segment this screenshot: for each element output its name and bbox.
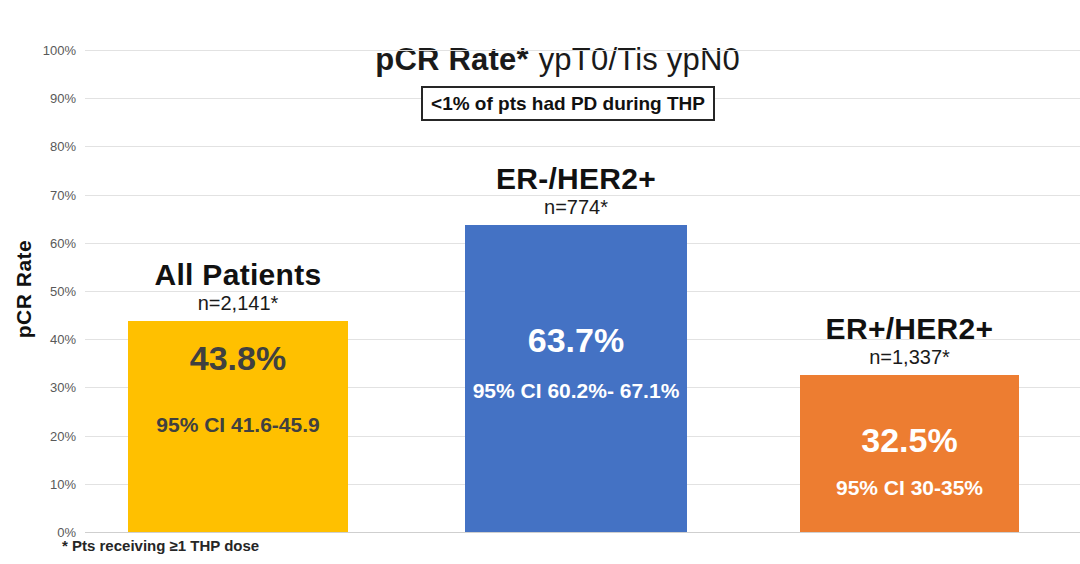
bar-ci-label: 95% CI 60.2%- 67.1%: [455, 379, 697, 403]
bar-header-ER+/HER2+: ER+/HER2+n=1,337*: [750, 312, 1070, 370]
y-tick-10%: 10%: [0, 478, 76, 491]
n-label: n=1,337*: [750, 345, 1070, 370]
y-tick-100%: 100%: [0, 44, 76, 57]
gridline-80%: [85, 146, 1080, 147]
bar-ci-label: 95% CI 41.6-45.9: [118, 413, 358, 437]
plot-area: 0%10%20%30%40%50%60%70%80%90%100%43.8%95…: [0, 0, 1080, 564]
bar-All Patients[interactable]: 43.8%95% CI 41.6-45.9: [128, 321, 348, 532]
y-tick-80%: 80%: [0, 140, 76, 153]
footnote: * Pts receiving ≥1 THP dose: [62, 537, 259, 554]
y-tick-70%: 70%: [0, 189, 76, 202]
chart-container: pCR Rate*ypT0/Tis ypN0 pCR Rate 0%10%20%…: [0, 0, 1080, 564]
bar-header-ER-/HER2+: ER-/HER2+n=774*: [416, 162, 736, 220]
y-tick-60%: 60%: [0, 237, 76, 250]
n-label: n=2,141*: [78, 291, 398, 316]
y-tick-20%: 20%: [0, 430, 76, 443]
category-label: ER-/HER2+: [416, 162, 736, 195]
y-tick-90%: 90%: [0, 92, 76, 105]
y-tick-40%: 40%: [0, 333, 76, 346]
n-label: n=774*: [416, 195, 736, 220]
bar-ci-label: 95% CI 30-35%: [790, 476, 1029, 500]
gridline-0%: [85, 532, 1080, 533]
category-label: All Patients: [78, 258, 398, 291]
bar-ER+/HER2+[interactable]: 32.5%95% CI 30-35%: [800, 375, 1019, 532]
bar-value-label: 63.7%: [465, 321, 687, 360]
bar-value-label: 43.8%: [128, 339, 348, 378]
y-tick-50%: 50%: [0, 285, 76, 298]
bar-ER-/HER2+[interactable]: 63.7%95% CI 60.2%- 67.1%: [465, 225, 687, 532]
bar-header-All Patients: All Patientsn=2,141*: [78, 258, 398, 316]
gridline-100%: [85, 50, 1080, 51]
bar-value-label: 32.5%: [800, 421, 1019, 460]
category-label: ER+/HER2+: [750, 312, 1070, 345]
annotation-box: <1% of pts had PD during THP: [421, 86, 715, 121]
y-tick-30%: 30%: [0, 381, 76, 394]
